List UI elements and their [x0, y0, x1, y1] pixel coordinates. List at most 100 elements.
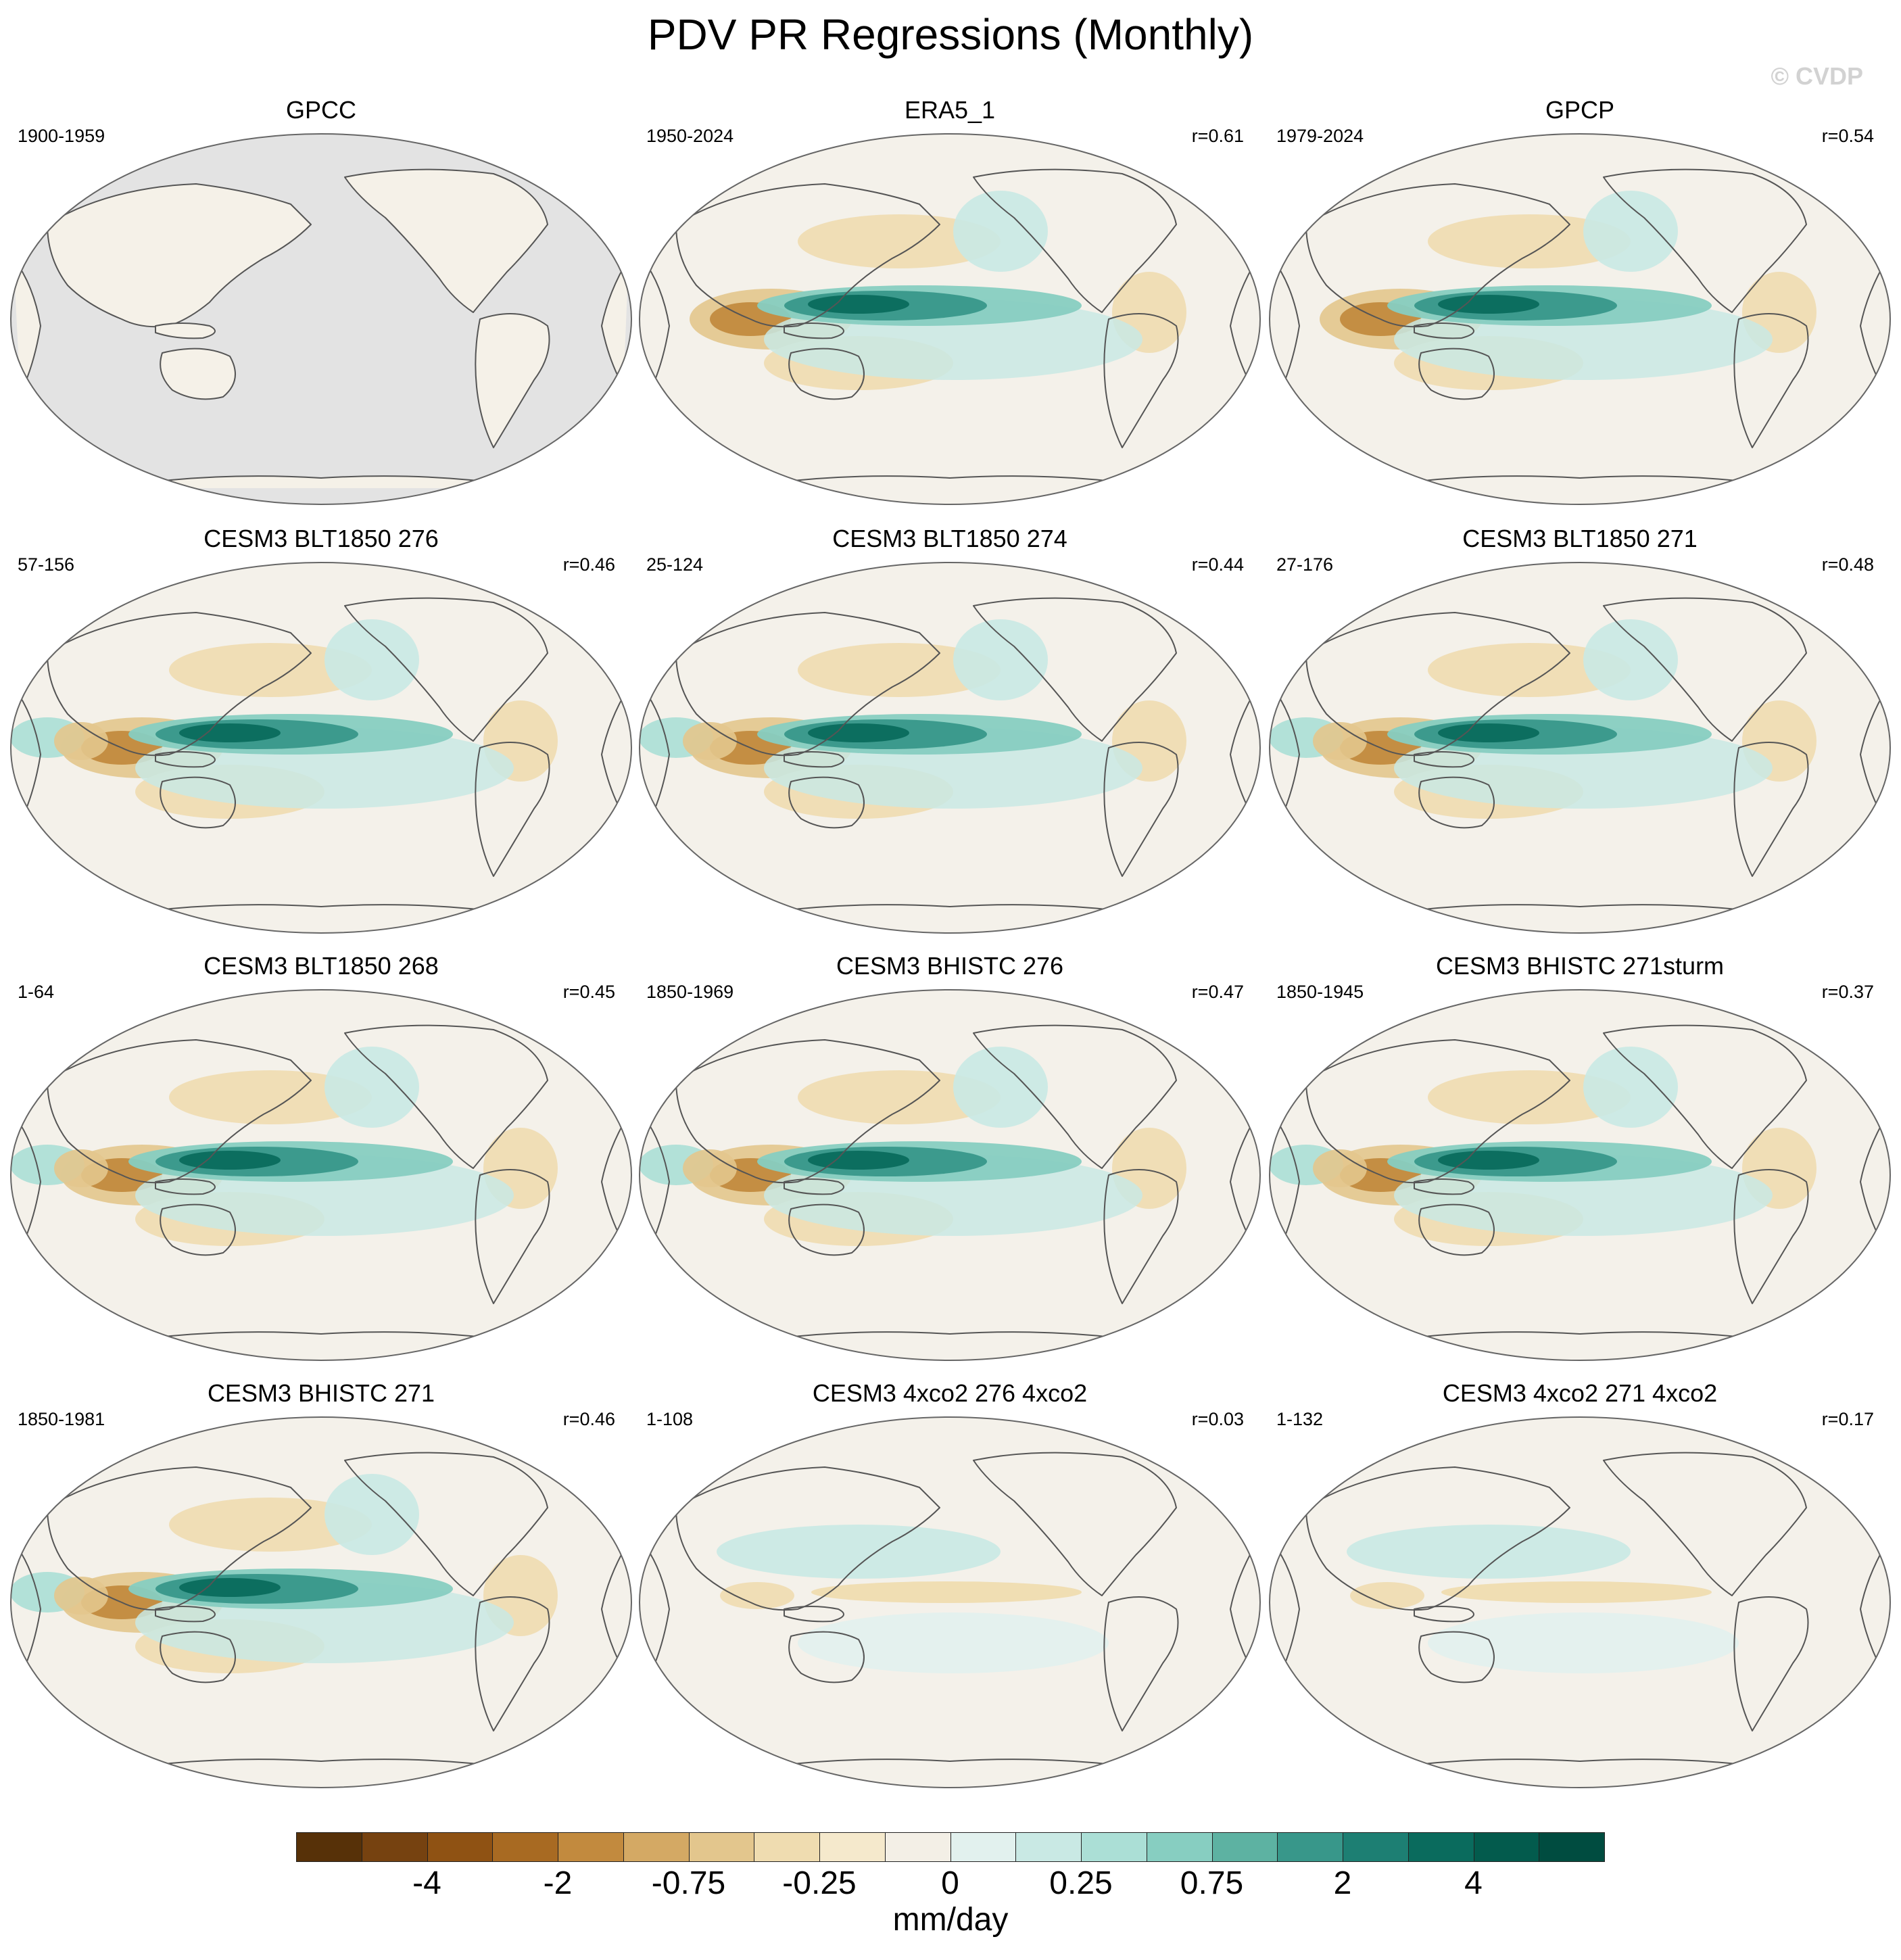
coastline-indonesia: [155, 751, 216, 768]
map-panel: ERA5_1 1950-2024 r=0.61: [635, 96, 1264, 525]
coastline-africa: [13, 1114, 41, 1250]
panel-period: 1850-1981: [18, 1409, 105, 1429]
coastline-africa-right: [1860, 258, 1888, 387]
dry-indian-east: [1313, 1149, 1367, 1187]
wet-equatorial-max: [179, 1151, 281, 1170]
panel-correlation: r=0.17: [1821, 1409, 1874, 1429]
colorbar-tick-label: 0.25: [1049, 1865, 1113, 1901]
map-border: [639, 1416, 1261, 1788]
map-border: [1269, 133, 1891, 505]
map-panel: CESM3 BLT1850 276 57-156 r=0.46: [7, 525, 635, 953]
coastline-australia: [788, 1631, 865, 1683]
dry-north-pacific: [798, 643, 1001, 697]
colorbar-swatch: [1146, 1832, 1213, 1862]
colorbar-swatch: [492, 1832, 558, 1862]
colorbar-swatch: [1015, 1832, 1082, 1862]
globe-map: [10, 989, 632, 1361]
coastline-asia: [47, 612, 312, 757]
coastline-australia: [788, 776, 865, 829]
panel-title: CESM3 BHISTC 271sturm: [1435, 952, 1725, 980]
colorbar-tick-label: 0: [941, 1865, 959, 1901]
wet-south-pacific: [1428, 1612, 1739, 1673]
colorbar: [296, 1832, 1605, 1863]
coastline-australia: [1418, 1631, 1495, 1683]
coastline-asia: [1305, 183, 1570, 328]
map-panel: GPCP 1979-2024 r=0.54: [1266, 96, 1894, 525]
panel-correlation: r=0.45: [562, 982, 615, 1002]
coastline-north-america: [344, 1024, 548, 1169]
panel-title: CESM3 4xco2 276 4xco2: [812, 1379, 1088, 1407]
map-border: [1269, 562, 1891, 934]
map-border: [639, 133, 1261, 505]
coastline-south-america: [1103, 742, 1179, 877]
panel-title: CESM3 BLT1850 271: [1462, 525, 1698, 552]
wet-north-pacific: [1583, 619, 1678, 700]
panel-title: ERA5_1: [904, 96, 996, 124]
globe-map: [639, 1416, 1261, 1788]
coastline-south-america: [1103, 1169, 1179, 1304]
map-panel: CESM3 BLT1850 271 27-176 r=0.48: [1266, 525, 1894, 953]
map-border: [1269, 1416, 1891, 1788]
coastline-antarctica: [1366, 1331, 1794, 1345]
wet-north-pacific: [324, 1047, 419, 1128]
panel-correlation: r=0.37: [1821, 982, 1874, 1002]
coastline-africa: [1272, 686, 1300, 823]
map-field: [11, 1024, 629, 1345]
coastline-indonesia: [1414, 1606, 1474, 1623]
coastline-antarctica: [736, 1331, 1163, 1345]
coastline-south-america: [475, 1169, 550, 1304]
colorbar-swatch: [427, 1832, 494, 1862]
coastline-indonesia: [784, 322, 844, 339]
coastline-africa: [1272, 1541, 1300, 1677]
coastline-indonesia: [784, 1606, 844, 1623]
coastline-indonesia: [155, 1606, 216, 1623]
coastline-north-america: [973, 168, 1177, 313]
colorbar-tick-label: -2: [543, 1865, 573, 1901]
coastline-north-america: [973, 1452, 1177, 1596]
panel-title: CESM3 BHISTC 276: [836, 952, 1064, 980]
coastline-indonesia: [1414, 1178, 1474, 1195]
coastline-north-america: [973, 1024, 1177, 1169]
coastline-antarctica: [1366, 904, 1794, 917]
colorbar-tick-label: 2: [1333, 1865, 1352, 1901]
coastline-indonesia: [155, 1178, 216, 1195]
map-border: [639, 989, 1261, 1361]
coastline-africa: [13, 258, 41, 394]
globe-map: [639, 133, 1261, 505]
coastline-australia: [160, 1631, 236, 1683]
coastline-asia: [47, 183, 312, 328]
wet-equatorial-max: [1438, 723, 1539, 742]
coastline-antarctica: [736, 1759, 1163, 1772]
coastline-africa: [642, 258, 670, 394]
panel-correlation: r=0.44: [1191, 554, 1244, 575]
coastline-north-america: [344, 597, 548, 742]
map-panel: CESM3 4xco2 276 4xco2 1-108 r=0.03: [635, 1379, 1264, 1808]
coastline-asia: [675, 1466, 940, 1611]
colorbar-swatch: [1211, 1832, 1278, 1862]
panel-correlation: r=0.54: [1821, 126, 1874, 146]
panel-title: CESM3 BLT1850 268: [203, 952, 439, 980]
globe-map: [1269, 562, 1891, 934]
panel-correlation: r=0.61: [1191, 126, 1244, 146]
dry-equatorial-band: [1441, 1581, 1712, 1603]
panel-period: 25-124: [646, 554, 704, 575]
coastline-africa-right: [601, 1541, 629, 1671]
map-panel: CESM3 BHISTC 271sturm 1850-1945 r=0.37: [1266, 952, 1894, 1381]
dry-north-pacific: [169, 1498, 372, 1552]
dry-maritime-continent: [720, 1582, 794, 1609]
colorbar-swatch: [296, 1832, 362, 1862]
coastline-africa-right: [601, 1114, 629, 1243]
coastline-asia: [47, 1466, 312, 1611]
coastline-antarctica: [1366, 1759, 1794, 1772]
coastline-asia: [47, 1039, 312, 1184]
coastline-indonesia: [784, 1178, 844, 1195]
coastline-asia: [675, 1039, 940, 1184]
colorbar-swatch: [1081, 1832, 1147, 1862]
coastline-africa-right: [1860, 1114, 1888, 1243]
colorbar-swatch: [1277, 1832, 1343, 1862]
colorbar-tick-label: 0.75: [1180, 1865, 1244, 1901]
panel-period: 1979-2024: [1276, 126, 1364, 146]
dry-indian-east: [54, 1577, 108, 1615]
map-border: [10, 133, 632, 505]
wet-equatorial-max: [808, 723, 909, 742]
